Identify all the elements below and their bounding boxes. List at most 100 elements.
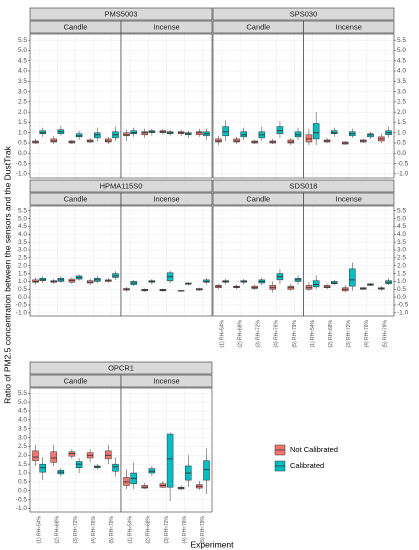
y-tick-label: 0.5 [397,286,406,293]
x-tick-label: (2) RH≈68% [146,515,152,543]
y-tick-label: 0.5 [397,140,406,147]
y-tick-label: 4.5 [18,57,27,64]
y-tick-label: 5.5 [397,37,406,44]
y-tick-label: 2.5 [18,99,27,106]
facet-title: Candle [64,376,88,385]
x-tick-label: (4) RH≈76% [364,319,370,347]
x-tick-label: (5) RH≈79% [382,319,388,347]
panel-title: SDS018 [290,181,318,190]
y-tick-label: 4.0 [18,231,27,238]
y-tick-label: -1.0 [397,310,409,317]
box [287,139,295,144]
y-tick-label: 3.0 [397,247,406,254]
y-tick-label: 2.0 [397,109,406,116]
y-tick-label: 2.0 [18,262,27,269]
box [75,133,83,138]
y-tick-label: 3.5 [18,425,27,432]
y-tick-label: 1.5 [18,270,27,277]
y-tick-label: -0.5 [16,302,28,309]
box [222,126,229,137]
y-tick-label: 1.5 [18,461,27,468]
y-tick-label: 1.5 [397,119,406,126]
facet-border [303,33,395,179]
x-tick-label: (1) RH≈54% [310,319,316,347]
y-tick-label: 0.5 [18,286,27,293]
y-tick-label: 5.5 [18,390,27,397]
x-tick-label: (2) RH≈68% [328,319,334,347]
strip [212,179,395,193]
y-tick-label: 4.0 [18,417,27,424]
x-tick-label: (5) RH≈79% [292,319,298,347]
box [312,123,320,140]
y-tick-label: 5.0 [397,215,406,222]
facet-title: Incense [153,22,179,31]
y-tick-label: 0.5 [18,140,27,147]
y-tick-label: 3.0 [397,88,406,95]
y-tick-label: 2.5 [397,255,406,262]
y-tick-label: 1.5 [18,119,27,126]
facet-strip [303,192,395,206]
facet-strip [120,20,213,34]
y-tick-label: 0.0 [18,150,27,157]
box [367,133,374,138]
x-tick-label: (4) RH≈76% [182,515,188,543]
y-tick-label: 4.5 [18,223,27,230]
x-axis-label: Experiment [191,539,235,549]
x-tick-label: (1) RH≈54% [36,515,42,543]
y-tick-label: 4.0 [397,231,406,238]
x-tick-label: (5) RH≈79% [200,515,206,543]
strip [29,361,213,375]
panel-title: HPMA115S0 [100,181,143,190]
y-tick-label: 1.0 [397,278,406,285]
y-tick-label: 2.5 [18,255,27,262]
y-tick-label: -1.0 [16,505,28,512]
y-tick-label: -0.5 [397,302,409,309]
box [32,450,39,461]
facet-title: Candle [246,22,270,31]
y-tick-label: 5.0 [18,215,27,222]
strip [29,179,213,193]
box [123,132,130,137]
x-tick-label: (2) RH≈68% [55,515,61,543]
x-tick-label: (3) RH≈72% [256,319,262,347]
y-tick-label: -0.5 [16,496,28,503]
strip [29,7,213,21]
facet-title: Incense [336,194,362,203]
box [305,134,313,143]
box [105,138,112,143]
legend-label: Calibrated [290,461,324,470]
facet-title: Incense [153,376,179,385]
x-tick-label: (1) RH≈54% [127,515,133,543]
y-tick-label: 0.0 [18,487,27,494]
y-tick-label: -1.0 [16,310,28,317]
y-tick-label: 5.0 [18,399,27,406]
box [141,131,148,136]
x-tick-label: (4) RH≈76% [91,515,97,543]
y-tick-label: 3.5 [397,239,406,246]
y-tick-label: -1.0 [16,171,28,178]
box [276,126,284,135]
facet-title: Candle [64,194,88,203]
y-tick-label: 3.0 [18,247,27,254]
y-tick-label: 3.5 [18,239,27,246]
x-tick-label: (3) RH≈72% [346,319,352,347]
x-tick-label: (2) RH≈68% [237,319,243,347]
y-tick-label: 4.0 [18,68,27,75]
x-tick-label: (5) RH≈79% [109,515,115,543]
y-tick-label: 0.0 [18,294,27,301]
y-tick-label: 5.5 [397,207,406,214]
facet-strip [303,20,395,34]
box [130,130,137,135]
facet-strip [120,374,213,388]
x-tick-label: (3) RH≈72% [164,515,170,543]
y-tick-label: -0.5 [16,160,28,167]
y-tick-label: 2.5 [397,99,406,106]
facet-title: Incense [153,194,179,203]
y-tick-label: 3.0 [18,88,27,95]
y-tick-label: 5.5 [18,207,27,214]
strip [212,7,395,21]
facet-border [120,387,213,513]
box [240,131,247,138]
y-tick-label: 5.0 [18,47,27,54]
y-tick-label: 4.5 [18,408,27,415]
